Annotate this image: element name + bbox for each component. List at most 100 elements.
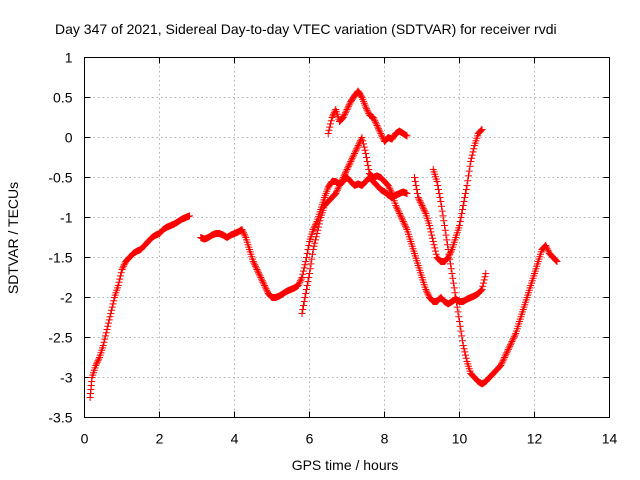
data-point <box>462 190 469 197</box>
data-point <box>448 270 456 277</box>
data-point <box>510 334 517 342</box>
data-point <box>343 106 351 113</box>
data-point <box>363 158 371 165</box>
data-point <box>311 222 319 230</box>
data-point <box>312 219 320 227</box>
data-point <box>307 260 315 268</box>
data-point <box>120 261 128 269</box>
data-point <box>241 232 249 240</box>
data-point <box>469 148 477 156</box>
data-point <box>341 170 349 178</box>
data-point <box>478 286 486 293</box>
data-point <box>348 156 355 164</box>
data-point <box>402 222 409 230</box>
data-point <box>477 287 484 295</box>
data-point <box>327 117 335 125</box>
data-point <box>340 112 348 120</box>
data-point <box>316 217 324 225</box>
data-point <box>543 243 550 251</box>
data-point <box>442 231 450 239</box>
y-tick-label: -3 <box>60 370 73 386</box>
data-point <box>324 130 332 137</box>
data-point <box>433 178 441 185</box>
data-point <box>239 227 247 235</box>
x-tick-label: 2 <box>156 431 164 447</box>
data-point <box>310 242 318 250</box>
data-point <box>327 120 334 128</box>
data-point <box>350 151 358 159</box>
data-point <box>116 275 124 283</box>
data-point <box>300 264 308 272</box>
series-3 <box>298 134 490 317</box>
data-point <box>314 226 322 234</box>
series-1 <box>86 212 193 401</box>
data-point <box>451 289 459 297</box>
data-point <box>309 226 317 233</box>
data-point <box>313 230 321 237</box>
data-point <box>374 123 382 131</box>
data-point <box>432 247 439 255</box>
data-point <box>296 278 304 286</box>
data-point <box>342 107 350 115</box>
data-point <box>504 346 512 353</box>
data-point <box>302 290 310 297</box>
data-point <box>117 269 125 277</box>
data-point <box>458 332 466 340</box>
data-point <box>415 195 423 203</box>
data-point <box>336 182 343 189</box>
data-point <box>456 318 463 325</box>
data-point <box>454 308 462 316</box>
data-point <box>360 140 367 148</box>
data-point <box>461 194 469 201</box>
data-point <box>339 174 347 181</box>
data-point <box>108 306 115 314</box>
data-point <box>461 348 469 356</box>
data-point <box>467 158 475 165</box>
data-point <box>479 282 487 290</box>
data-point <box>336 180 344 188</box>
data-point <box>100 338 108 346</box>
data-point <box>308 255 316 263</box>
data-point <box>299 270 307 278</box>
data-point <box>463 182 471 189</box>
chart-title: Day 347 of 2021, Sidereal Day-to-day VTE… <box>55 21 557 37</box>
data-point <box>402 224 410 232</box>
data-point <box>344 164 352 172</box>
data-point <box>439 212 447 220</box>
data-point <box>105 316 113 324</box>
data-point <box>445 250 453 258</box>
data-point <box>337 178 345 186</box>
grid <box>84 57 610 418</box>
series-6 <box>429 166 561 388</box>
data-point <box>446 255 454 263</box>
data-point <box>441 226 449 234</box>
data-point <box>414 190 421 197</box>
data-point <box>371 117 379 125</box>
data-point <box>498 358 506 366</box>
data-point <box>332 190 340 197</box>
data-point <box>334 185 342 193</box>
data-point <box>351 148 359 156</box>
data-point <box>438 202 445 210</box>
data-point <box>339 175 346 183</box>
data-point <box>416 197 424 205</box>
data-point <box>351 150 358 157</box>
data-point <box>455 313 463 321</box>
data-point <box>105 319 112 327</box>
data-point <box>257 274 265 281</box>
data-point <box>364 108 372 116</box>
x-tick-label: 0 <box>81 431 89 447</box>
data-point <box>101 335 109 343</box>
data-point <box>511 331 519 339</box>
data-point <box>309 250 316 258</box>
data-point <box>396 210 403 217</box>
data-point <box>384 182 392 189</box>
data-point <box>357 135 365 143</box>
data-point <box>365 166 373 173</box>
data-point <box>507 341 514 349</box>
y-axis: -3.5 -3 -2.5 -2 -1.5 -1 -0.5 0 0.5 1 <box>48 50 610 426</box>
data-point <box>441 222 448 229</box>
data-point <box>502 350 510 358</box>
data-point <box>510 333 518 341</box>
